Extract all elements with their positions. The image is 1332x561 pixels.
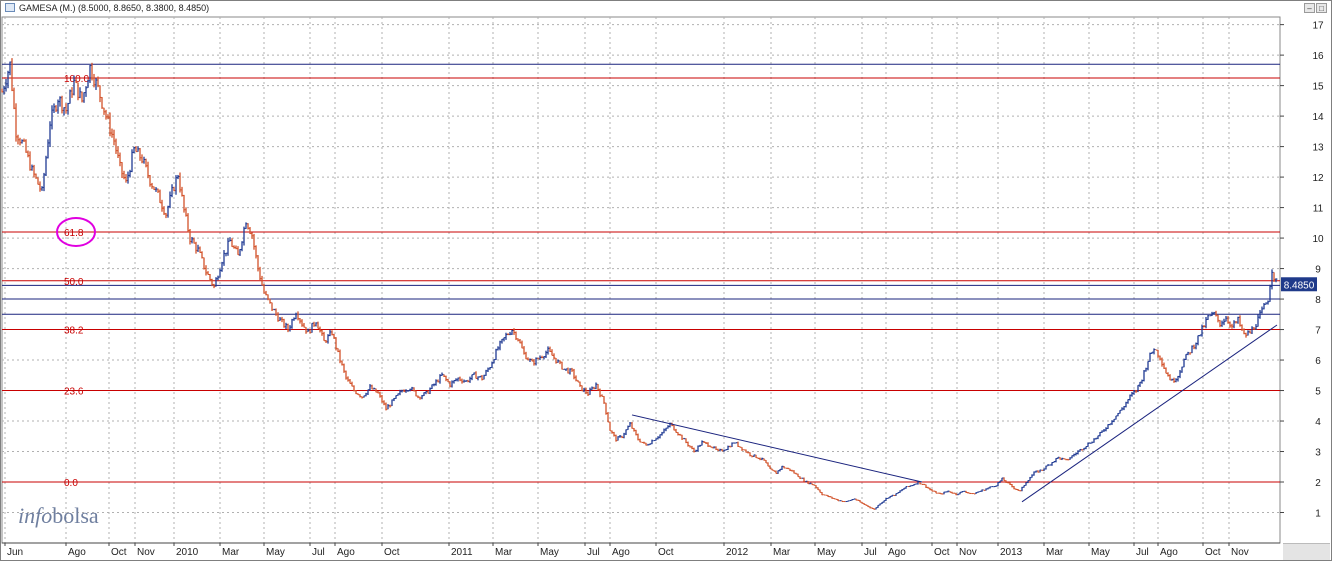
- trend-line: [1021, 324, 1278, 503]
- window-icon: [5, 3, 15, 12]
- y-tick-label: 11: [1313, 204, 1324, 215]
- y-tick-label: 9: [1315, 265, 1321, 276]
- x-tick-label: Nov: [959, 547, 977, 558]
- window-title: GAMESA (M.) (8.5000, 8.8650, 8.3800, 8.4…: [19, 3, 210, 13]
- trend-line: [631, 414, 923, 483]
- fibonacci-label: 23.6: [64, 387, 84, 398]
- last-price-label: 8.4850: [1284, 280, 1315, 291]
- y-tick-label: 15: [1312, 82, 1324, 93]
- fibonacci-label: 100.0: [64, 74, 89, 85]
- last-price-tag: [1281, 277, 1317, 292]
- watermark-part-bolsa: bolsa: [52, 503, 99, 528]
- x-tick-label: 2010: [176, 547, 199, 558]
- x-tick-label: Oct: [384, 547, 400, 558]
- x-tick-label: Ago: [888, 547, 906, 558]
- y-tick-label: 10: [1312, 234, 1324, 245]
- x-tick-label: Oct: [111, 547, 127, 558]
- fibonacci-label: 61.8: [64, 228, 84, 239]
- x-tick-label: 2012: [726, 547, 749, 558]
- x-tick-label: Jul: [587, 547, 600, 558]
- corner-box: [1283, 543, 1330, 560]
- x-tick-label: Ago: [337, 547, 355, 558]
- highlight-circle: [56, 216, 96, 247]
- x-tick-label: Jul: [864, 547, 877, 558]
- y-tick-label: 14: [1312, 112, 1324, 123]
- y-tick-label: 6: [1315, 356, 1321, 367]
- fibonacci-label: 0.0: [64, 478, 78, 489]
- y-tick-label: 3: [1315, 448, 1321, 459]
- x-tick-label: 2013: [1000, 547, 1023, 558]
- y-tick-label: 2: [1315, 478, 1321, 489]
- x-tick-label: Nov: [1231, 547, 1249, 558]
- x-tick-label: Nov: [137, 547, 155, 558]
- x-tick-label: Mar: [495, 547, 513, 558]
- x-tick-label: Oct: [934, 547, 950, 558]
- x-tick-label: Jun: [7, 547, 23, 558]
- x-tick-label: May: [1091, 547, 1110, 558]
- plot-area: [1, 16, 1281, 544]
- y-tick-label: 16: [1312, 51, 1324, 62]
- x-tick-label: May: [817, 547, 836, 558]
- x-tick-label: Jul: [312, 547, 325, 558]
- y-tick-label: 13: [1312, 143, 1324, 154]
- x-tick-label: Ago: [1160, 547, 1178, 558]
- x-tick-label: May: [540, 547, 559, 558]
- maximize-button[interactable]: □: [1316, 3, 1327, 13]
- window-titlebar[interactable]: GAMESA (M.) (8.5000, 8.8650, 8.3800, 8.4…: [2, 1, 1330, 15]
- x-tick-label: Ago: [612, 547, 630, 558]
- x-tick-label: 2011: [451, 547, 473, 558]
- fibonacci-label: 50.0: [64, 277, 84, 288]
- fibonacci-label: 38.2: [64, 326, 84, 337]
- y-tick-label: 12: [1312, 173, 1324, 184]
- x-tick-label: Oct: [1205, 547, 1221, 558]
- x-tick-label: Mar: [773, 547, 791, 558]
- x-tick-label: Mar: [1046, 547, 1064, 558]
- y-tick-label: 4: [1315, 417, 1321, 428]
- window-buttons: – □: [1303, 3, 1327, 17]
- x-tick-label: Ago: [68, 547, 86, 558]
- y-tick-label: 7: [1315, 326, 1321, 337]
- y-tick-label: 1: [1315, 509, 1321, 520]
- watermark-part-info: info: [18, 503, 52, 528]
- y-tick-label: 5: [1315, 387, 1321, 398]
- x-tick-label: Mar: [222, 547, 240, 558]
- y-tick-label: 17: [1312, 21, 1324, 32]
- x-tick-label: Oct: [658, 547, 674, 558]
- minimize-button[interactable]: –: [1304, 3, 1315, 13]
- x-tick-label: Jul: [1136, 547, 1149, 558]
- price-bars: [1, 58, 1278, 510]
- y-tick-label: 8: [1315, 295, 1321, 306]
- x-tick-label: May: [266, 547, 285, 558]
- watermark-logo: infobolsa: [18, 503, 99, 528]
